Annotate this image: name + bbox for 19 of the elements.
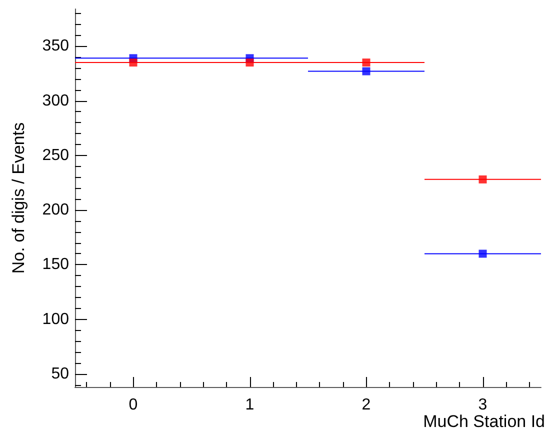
x-tick-label: 2 <box>362 396 371 414</box>
y-tick-label: 150 <box>42 256 70 274</box>
x-tick-label: 3 <box>478 396 488 414</box>
y-tick-label: 200 <box>42 202 70 219</box>
x-axis-title: MuCh Station Id <box>423 412 546 431</box>
point <box>478 175 487 184</box>
point <box>362 67 370 76</box>
y-tick-label: 50 <box>51 365 70 382</box>
y-tick-label: 300 <box>42 92 70 110</box>
x-tick-label: 0 <box>128 396 138 414</box>
point <box>362 58 370 67</box>
point <box>129 58 138 67</box>
y-tick-label: 100 <box>42 310 70 328</box>
x-tick-label: 1 <box>245 396 254 414</box>
point <box>478 250 487 258</box>
point <box>246 58 254 67</box>
y-tick-label: 350 <box>42 38 70 55</box>
y-axis-title: No. of digis / Events <box>9 122 28 274</box>
y-tick-label: 250 <box>42 146 70 164</box>
